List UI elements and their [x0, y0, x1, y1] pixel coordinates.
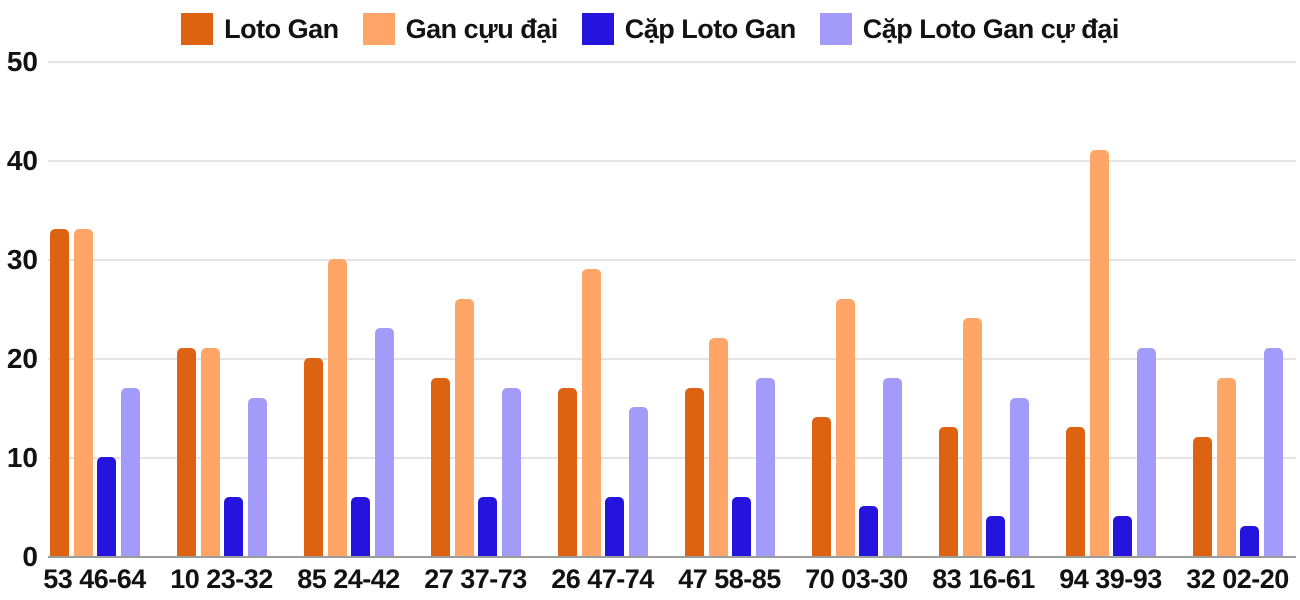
bar-group-4 [431, 299, 521, 556]
bar-cap-loto-gan-cu-dai [247, 398, 267, 556]
bar-cap-loto-gan-cu-dai [755, 378, 775, 556]
bar-cap-loto-gan [478, 497, 497, 556]
legend-item-cap-loto-gan-cu-dai[interactable]: Cặp Loto Gan cự đại [819, 13, 1120, 45]
bar-cap-loto-gan-cu-dai [628, 407, 648, 556]
bar-gan-cuu-dai [1216, 378, 1236, 556]
bar-cap-loto-gan-cu-dai [882, 378, 902, 556]
bar-loto-gan [50, 229, 69, 556]
x-axis-label: 47 58-85 [678, 564, 781, 594]
bar-gan-cuu-dai [581, 269, 601, 556]
legend-item-loto-gan[interactable]: Loto Gan [181, 13, 339, 45]
bar-gan-cuu-dai [962, 318, 982, 556]
legend-label-cap-loto-gan-cu-dai: Cặp Loto Gan cự đại [862, 13, 1120, 44]
x-axis-line [48, 556, 1296, 558]
bar-cap-loto-gan-cu-dai [374, 328, 394, 556]
bar-group-2 [177, 348, 267, 556]
bar-cap-loto-gan [1113, 516, 1132, 556]
y-axis-tick-label: 40 [6, 145, 38, 176]
legend-swatch-gan-cuu-dai-icon [362, 13, 395, 45]
bar-cap-loto-gan [732, 497, 751, 556]
legend-swatch-loto-gan-icon [181, 13, 214, 45]
bar-group-5 [558, 269, 648, 556]
legend-swatch-cap-loto-gan-cu-dai-icon [819, 13, 852, 45]
bar-group-10 [1193, 348, 1283, 556]
x-axis-label: 10 23-32 [170, 564, 273, 594]
x-axis-label: 70 03-30 [805, 564, 908, 594]
bar-loto-gan [558, 388, 577, 556]
legend-label-cap-loto-gan: Cặp Loto Gan [624, 13, 797, 44]
bar-loto-gan [304, 358, 323, 556]
bar-cap-loto-gan-cu-dai [501, 388, 521, 556]
bar-loto-gan [177, 348, 196, 556]
bar-loto-gan [685, 388, 704, 556]
bar-cap-loto-gan-cu-dai [1136, 348, 1156, 556]
bar-group-7 [812, 299, 902, 556]
bar-gan-cuu-dai [200, 348, 220, 556]
bar-cap-loto-gan [97, 457, 116, 556]
bar-gan-cuu-dai [327, 259, 347, 556]
bar-cap-loto-gan-cu-dai [120, 388, 140, 556]
gridline-y-50 [48, 61, 1296, 63]
bar-group-9 [1066, 150, 1156, 556]
bar-loto-gan [939, 427, 958, 556]
bar-gan-cuu-dai [835, 299, 855, 556]
bar-gan-cuu-dai [708, 338, 728, 556]
legend-swatch-cap-loto-gan-icon [581, 13, 614, 45]
bar-group-3 [304, 259, 394, 556]
bar-cap-loto-gan [351, 497, 370, 556]
y-axis-tick-label: 20 [6, 343, 38, 374]
bar-cap-loto-gan [224, 497, 243, 556]
legend-item-gan-cuu-dai[interactable]: Gan cựu đại [362, 13, 559, 45]
bar-group-6 [685, 338, 775, 556]
bar-cap-loto-gan [859, 506, 878, 556]
bar-cap-loto-gan [605, 497, 624, 556]
gridline-y-10 [48, 457, 1296, 459]
bar-cap-loto-gan [1240, 526, 1259, 556]
bar-gan-cuu-dai [1089, 150, 1109, 556]
bar-gan-cuu-dai [73, 229, 93, 556]
bar-cap-loto-gan-cu-dai [1009, 398, 1029, 556]
y-axis-tick-label: 50 [6, 46, 38, 77]
bar-group-8 [939, 318, 1029, 556]
y-axis-tick-label: 10 [6, 442, 38, 473]
y-axis-tick-label: 30 [6, 244, 38, 275]
y-axis-tick-label: 0 [22, 541, 38, 572]
legend-label-loto-gan: Loto Gan [224, 13, 339, 44]
gridline-y-30 [48, 259, 1296, 261]
x-axis-label: 53 46-64 [43, 564, 146, 594]
bar-loto-gan [1066, 427, 1085, 556]
bar-gan-cuu-dai [454, 299, 474, 556]
bar-loto-gan [431, 378, 450, 556]
bar-loto-gan [812, 417, 831, 556]
x-axis-label: 27 37-73 [424, 564, 527, 594]
chart-legend: Loto Gan Gan cựu đại Cặp Loto Gan Cặp Loto … [0, 13, 1300, 45]
bar-cap-loto-gan-cu-dai [1263, 348, 1283, 556]
x-axis-label: 26 47-74 [551, 564, 654, 594]
x-axis-label: 83 16-61 [932, 564, 1035, 594]
legend-item-cap-loto-gan[interactable]: Cặp Loto Gan [581, 13, 797, 45]
bar-group-1 [50, 229, 140, 556]
bar-loto-gan [1193, 437, 1212, 556]
legend-label-gan-cuu-dai: Gan cựu đại [405, 13, 559, 44]
x-axis-label: 32 02-20 [1186, 564, 1289, 594]
x-axis-label: 94 39-93 [1059, 564, 1162, 594]
bar-cap-loto-gan [986, 516, 1005, 556]
x-axis-label: 85 24-42 [297, 564, 400, 594]
gridline-y-20 [48, 358, 1296, 360]
gridline-y-40 [48, 160, 1296, 162]
